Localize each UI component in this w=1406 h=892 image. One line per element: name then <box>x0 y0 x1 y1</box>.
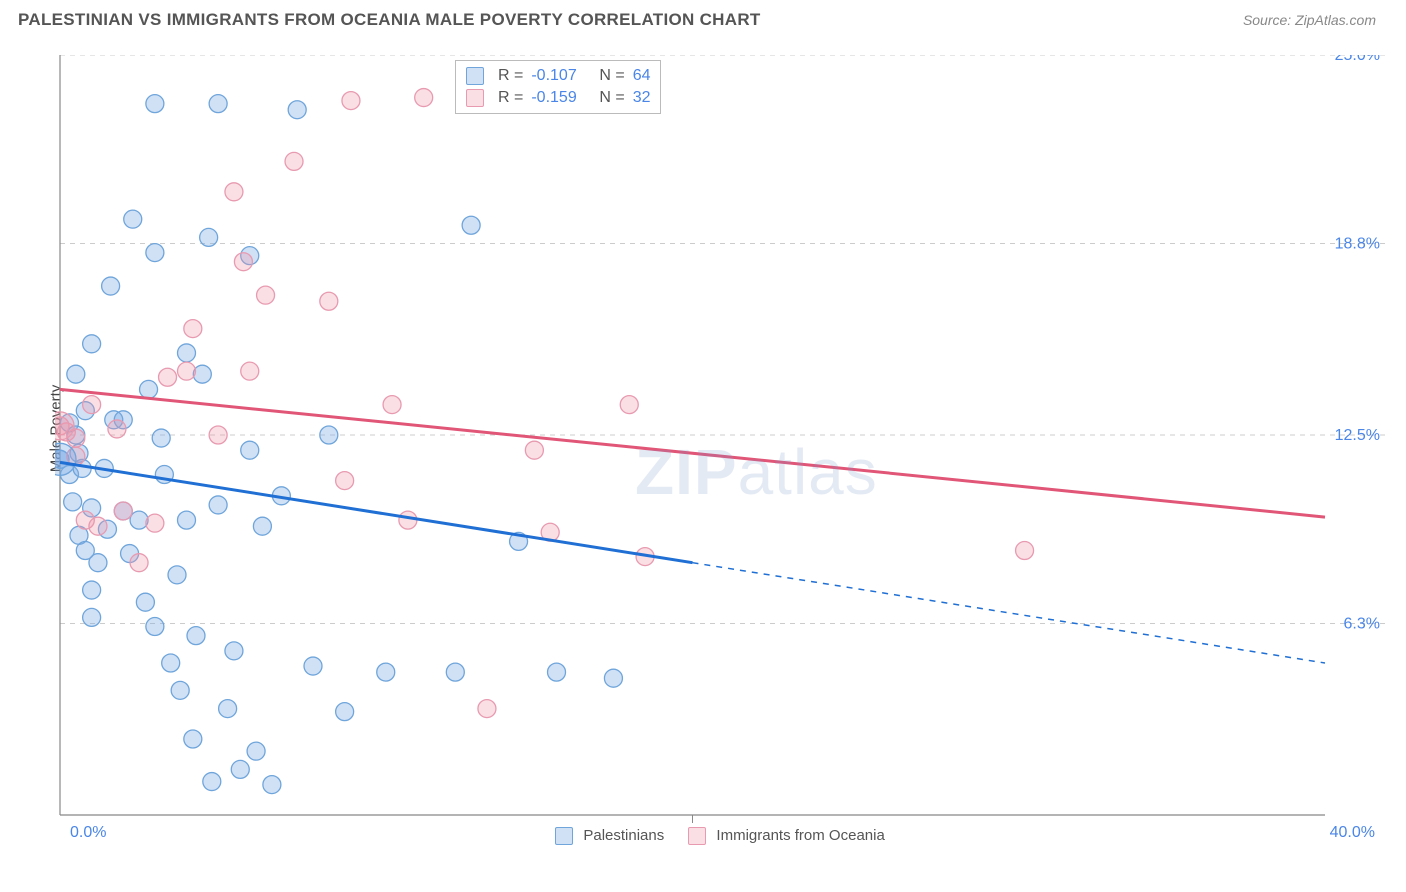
r-value: -0.159 <box>531 89 591 107</box>
series-legend: Palestinians Immigrants from Oceania <box>55 827 1385 845</box>
svg-text:25.0%: 25.0% <box>1335 55 1380 64</box>
r-label: R = <box>498 67 523 85</box>
legend-item: Immigrants from Oceania <box>688 827 885 845</box>
n-value: 32 <box>633 89 651 107</box>
legend-swatch-icon <box>555 827 573 845</box>
n-value: 64 <box>633 67 651 85</box>
chart-area: 6.3%12.5%18.8%25.0%0.0%40.0% ZIPatlas R … <box>55 55 1385 845</box>
source-attribution: Source: ZipAtlas.com <box>1243 12 1376 28</box>
svg-text:6.3%: 6.3% <box>1344 615 1380 632</box>
r-label: R = <box>498 89 523 107</box>
legend-row: R = -0.107 N = 64 <box>466 65 650 87</box>
r-value: -0.107 <box>531 67 591 85</box>
chart-title: PALESTINIAN VS IMMIGRANTS FROM OCEANIA M… <box>18 10 761 30</box>
watermark: ZIPatlas <box>635 435 878 509</box>
n-label: N = <box>599 89 624 107</box>
legend-label: Immigrants from Oceania <box>716 827 884 844</box>
legend-swatch-icon <box>466 67 484 85</box>
legend-row: R = -0.159 N = 32 <box>466 87 650 109</box>
correlation-legend: R = -0.107 N = 64 R = -0.159 N = 32 <box>455 60 661 114</box>
legend-swatch-icon <box>466 89 484 107</box>
legend-swatch-icon <box>688 827 706 845</box>
svg-text:18.8%: 18.8% <box>1335 235 1380 252</box>
legend-item: Palestinians <box>555 827 664 845</box>
legend-label: Palestinians <box>583 827 664 844</box>
n-label: N = <box>599 67 624 85</box>
svg-text:12.5%: 12.5% <box>1335 427 1380 444</box>
